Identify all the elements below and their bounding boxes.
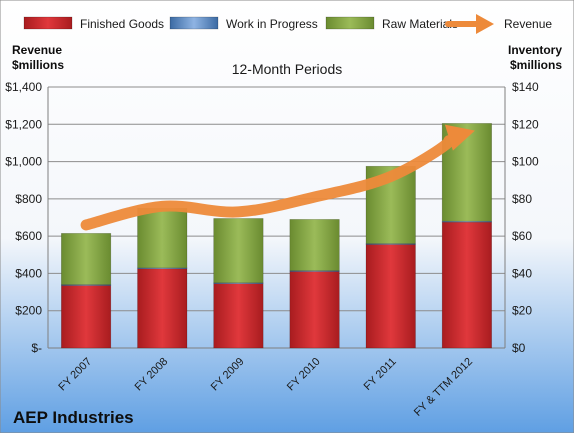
right-tick-label: $80 — [512, 192, 532, 206]
revenue-arrowhead — [444, 124, 475, 151]
left-tick-label: $1,000 — [5, 155, 42, 169]
left-tick-label: $200 — [15, 304, 42, 318]
bar-finished-goods — [441, 221, 492, 349]
left-tick-label: $800 — [15, 192, 42, 206]
bar-finished-goods — [289, 271, 340, 349]
legend: Finished Goods Work in Progress Raw Materi… — [23, 14, 552, 34]
legend-item: Revenue — [445, 14, 552, 34]
right-axis-title: Inventory — [508, 43, 562, 57]
legend-label: Finished Goods — [80, 17, 164, 31]
legend-swatch — [325, 16, 375, 30]
left-tick-label: $1,200 — [5, 117, 42, 131]
left-tick-label: $400 — [15, 266, 42, 280]
bar-raw-materials — [61, 233, 112, 285]
bar-finished-goods — [213, 283, 264, 349]
left-axis-title: Revenue — [12, 43, 62, 57]
revenue-line — [80, 124, 475, 231]
revenue-line-path — [80, 135, 455, 231]
left-axis-title: $millions — [12, 58, 64, 72]
legend-swatch — [169, 16, 219, 30]
bar-raw-materials — [213, 218, 264, 284]
bars — [61, 123, 492, 349]
legend-item: Finished Goods — [23, 16, 164, 31]
left-tick-label: $1,400 — [5, 80, 42, 94]
right-tick-label: $100 — [512, 155, 539, 169]
bar-raw-materials — [137, 207, 188, 269]
left-tick-label: $- — [31, 341, 42, 355]
legend-label: Work in Progress — [226, 17, 318, 31]
legend-label: Revenue — [504, 17, 552, 31]
legend-item: Work in Progress — [169, 16, 318, 31]
legend-arrowhead — [476, 14, 494, 34]
right-tick-label: $40 — [512, 266, 532, 280]
bar-finished-goods — [61, 285, 112, 349]
legend-swatch — [23, 16, 73, 30]
bar-finished-goods — [365, 244, 416, 349]
right-tick-label: $60 — [512, 229, 532, 243]
right-tick-label: $20 — [512, 304, 532, 318]
bar-raw-materials — [289, 219, 340, 271]
chart-title: 12-Month Periods — [232, 61, 343, 77]
legend-label: Raw Materials — [382, 17, 458, 31]
right-tick-label: $0 — [512, 341, 526, 355]
left-tick-label: $600 — [15, 229, 42, 243]
bar-finished-goods — [137, 268, 188, 349]
right-axis-title: $millions — [510, 58, 562, 72]
gridlines — [48, 86, 505, 349]
legend-item: Raw Materials — [325, 16, 458, 31]
company-name: AEP Industries — [13, 408, 134, 427]
right-tick-label: $140 — [512, 80, 539, 94]
right-tick-label: $120 — [512, 117, 539, 131]
